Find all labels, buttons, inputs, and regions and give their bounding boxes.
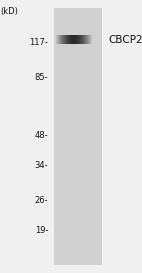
Bar bbox=[84, 35, 85, 44]
Text: 85-: 85- bbox=[35, 73, 48, 82]
Bar bbox=[72, 35, 73, 44]
Text: 34-: 34- bbox=[35, 161, 48, 170]
Bar bbox=[82, 35, 83, 44]
Bar bbox=[75, 35, 76, 44]
Bar bbox=[58, 35, 59, 44]
Text: 48-: 48- bbox=[35, 131, 48, 140]
Bar bbox=[86, 35, 87, 44]
Bar bbox=[77, 35, 78, 44]
Bar bbox=[67, 35, 68, 44]
Bar bbox=[60, 35, 61, 44]
Text: CBCP2: CBCP2 bbox=[108, 35, 142, 44]
Bar bbox=[73, 35, 74, 44]
Bar bbox=[89, 35, 90, 44]
Bar bbox=[85, 35, 86, 44]
Bar bbox=[91, 35, 92, 44]
Text: 26-: 26- bbox=[35, 196, 48, 205]
Bar bbox=[71, 35, 72, 44]
Bar bbox=[65, 35, 66, 44]
Bar bbox=[61, 35, 62, 44]
Bar bbox=[63, 35, 64, 44]
Bar bbox=[87, 35, 88, 44]
Bar bbox=[56, 35, 57, 44]
Bar bbox=[76, 35, 77, 44]
Bar bbox=[78, 35, 79, 44]
Bar bbox=[69, 35, 70, 44]
Bar bbox=[81, 35, 82, 44]
Bar bbox=[57, 35, 58, 44]
Bar bbox=[59, 35, 60, 44]
Bar bbox=[74, 35, 75, 44]
Bar bbox=[54, 8, 102, 265]
Bar bbox=[68, 35, 69, 44]
Bar bbox=[66, 35, 67, 44]
Bar bbox=[90, 35, 91, 44]
Bar bbox=[55, 35, 56, 44]
Bar bbox=[80, 35, 81, 44]
Text: (kD): (kD) bbox=[0, 7, 18, 16]
Bar bbox=[83, 35, 84, 44]
Text: 117-: 117- bbox=[29, 38, 48, 47]
Bar bbox=[79, 35, 80, 44]
Bar bbox=[62, 35, 63, 44]
Bar bbox=[88, 35, 89, 44]
Text: 19-: 19- bbox=[35, 226, 48, 235]
Bar bbox=[70, 35, 71, 44]
Bar bbox=[64, 35, 65, 44]
